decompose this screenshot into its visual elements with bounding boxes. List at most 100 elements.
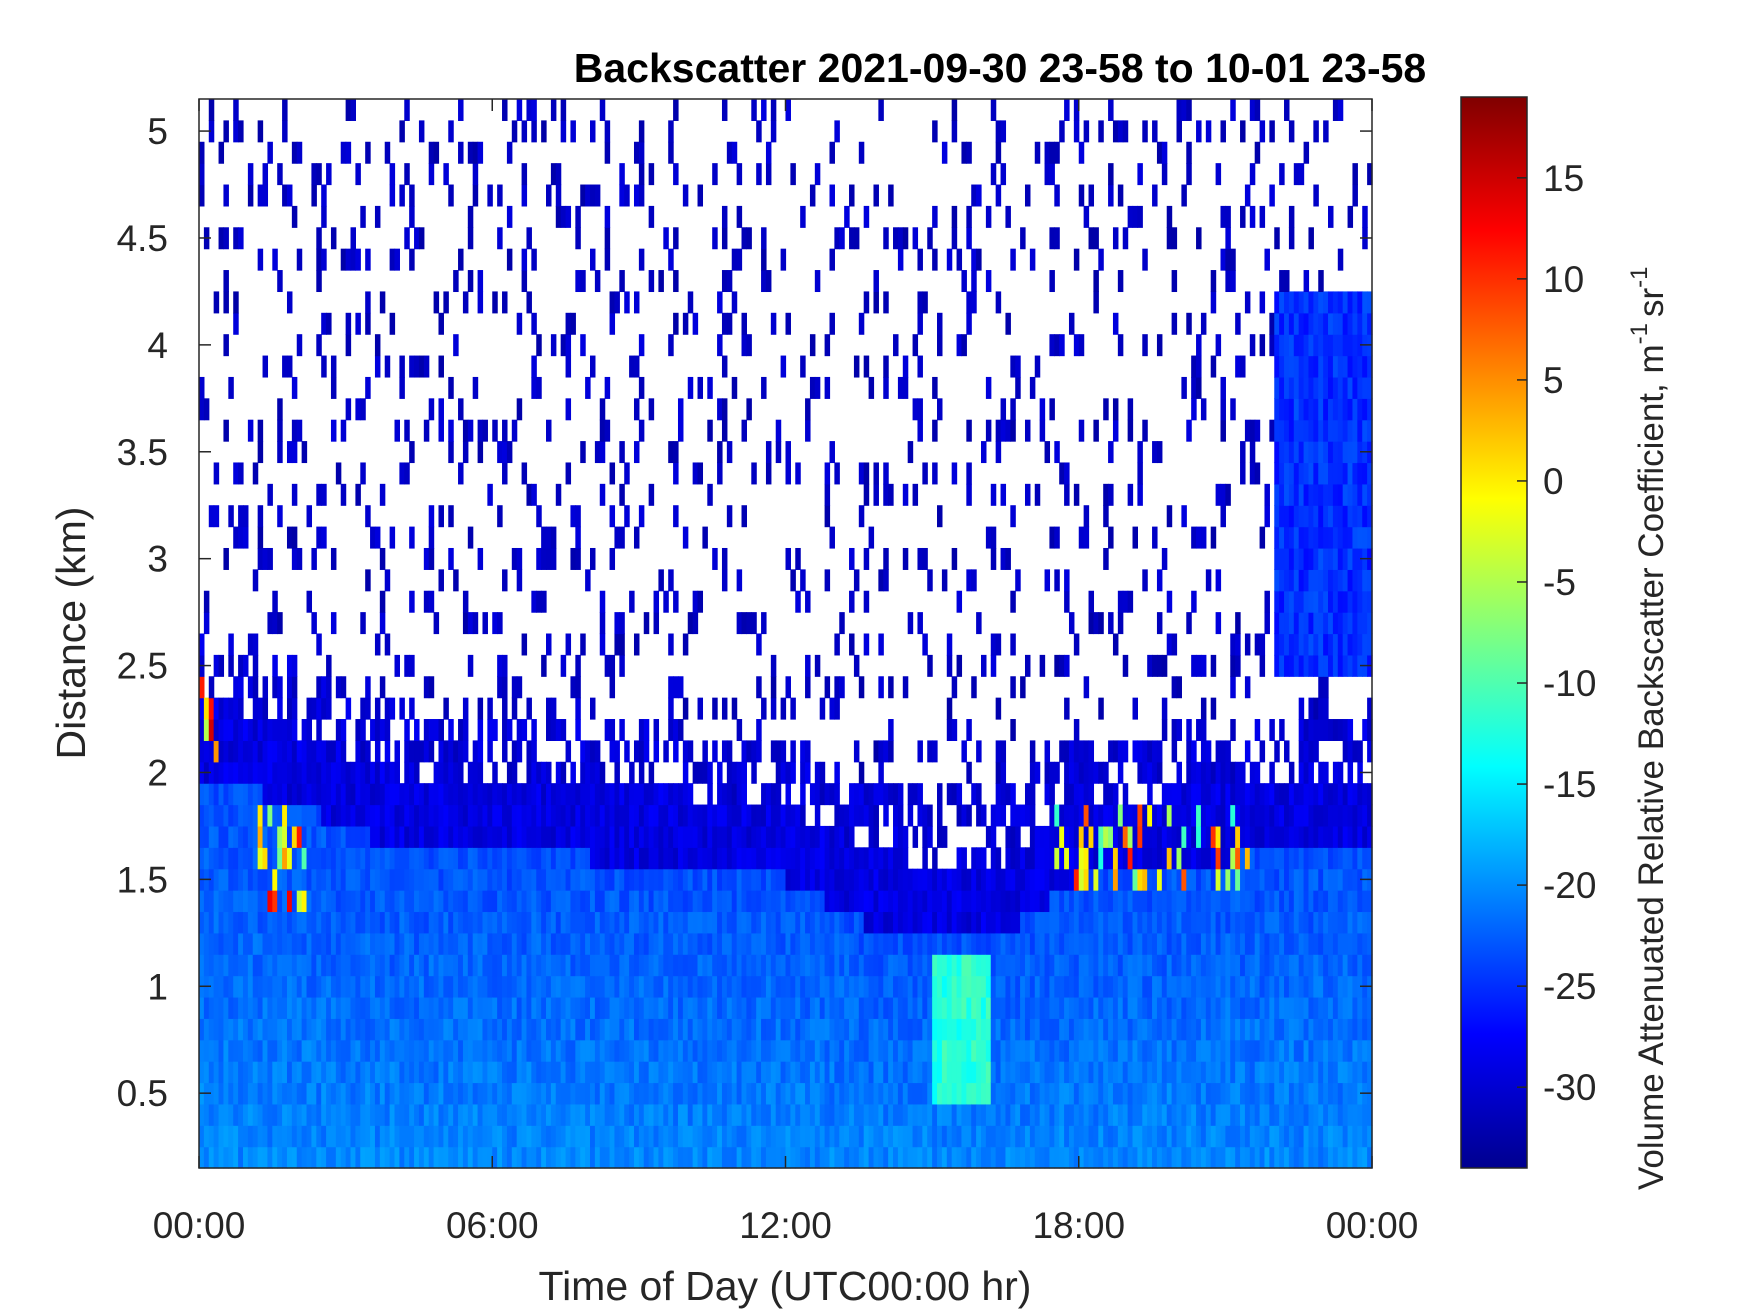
heatmap-cell [756,1103,762,1126]
heatmap-cell [985,954,992,977]
heatmap-cell [1112,911,1119,934]
heatmap-cell [458,1103,464,1126]
heatmap-cell [761,248,767,271]
heatmap-cell [330,804,337,827]
heatmap-cell [604,419,611,442]
heatmap-cell [1186,141,1192,164]
heatmap-cell [506,932,513,955]
heatmap-cell [472,376,479,399]
heatmap-cell [536,547,542,570]
heatmap-cell [238,719,244,741]
heatmap-cell [340,975,347,998]
heatmap-cell [409,954,415,977]
heatmap-cell [590,1103,596,1126]
heatmap-cell [521,1125,528,1148]
heatmap-cell [717,975,723,998]
heatmap-cell [286,441,293,464]
heatmap-cell [702,740,708,763]
heatmap-cell [1132,911,1138,934]
heatmap-cell [277,419,283,442]
heatmap-cell [1088,590,1095,613]
heatmap-cell [638,932,645,955]
heatmap-cell [252,569,259,592]
heatmap-cell [418,1125,425,1148]
heatmap-cell [247,911,254,934]
heatmap-cell [335,911,342,934]
heatmap-cell [286,932,293,955]
heatmap-cell [1034,954,1041,977]
heatmap-cell [199,184,205,207]
heatmap-cell [765,825,772,848]
heatmap-cell [550,996,557,1019]
heatmap-cell [624,804,630,827]
heatmap-cell [912,483,919,506]
heatmap-cell [814,996,821,1019]
heatmap-cell [291,441,298,464]
heatmap-cell [1005,1039,1011,1062]
heatmap-cell [345,398,352,421]
heatmap-cell [809,376,816,399]
heatmap-cell [467,761,474,784]
heatmap-cell [438,890,444,913]
heatmap-cell [1049,163,1055,186]
heatmap-cell [350,996,356,1019]
heatmap-cell [668,996,674,1019]
heatmap-cell [790,697,796,720]
heatmap-cell [238,825,244,848]
heatmap-cell [399,1061,405,1084]
heatmap-cell [536,868,542,891]
heatmap-cell [1166,1039,1173,1062]
heatmap-cell [736,954,743,977]
heatmap-cell [677,911,684,934]
heatmap-cell [560,654,567,677]
heatmap-cell [594,441,601,464]
heatmap-cell [409,590,415,613]
heatmap-cell [927,975,933,998]
heatmap-cell [1024,954,1031,977]
heatmap-cell [379,1146,386,1169]
heatmap-cell [995,1082,1002,1105]
heatmap-cell [761,1103,767,1126]
heatmap-cell [1034,355,1041,378]
heatmap-cell [1059,1125,1065,1148]
heatmap-cell [834,761,840,784]
heatmap-cell [443,783,449,806]
heatmap-cell [1112,1125,1119,1148]
heatmap-cell [575,719,581,741]
heatmap-cell [365,312,371,335]
heatmap-cell [257,804,264,827]
heatmap-cell [702,954,708,977]
heatmap-cell [897,1082,904,1105]
heatmap-cell [858,1125,865,1148]
heatmap-cell [1078,1125,1085,1148]
heatmap-cell [1181,783,1187,806]
heatmap-cell [306,975,313,998]
heatmap-cell [902,1146,909,1169]
heatmap-cell [692,954,699,977]
heatmap-cell [1098,825,1104,848]
heatmap-cell [590,248,596,271]
heatmap-cell [326,996,332,1019]
heatmap-cell [1005,1018,1011,1041]
heatmap-cell [521,890,528,913]
heatmap-cell [291,804,298,827]
heatmap-cell [321,1018,327,1041]
heatmap-cell [330,975,337,998]
heatmap-cell [218,1039,225,1062]
heatmap-cell [384,719,391,741]
heatmap-cell [1093,761,1099,784]
heatmap-cell [712,890,718,913]
heatmap-cell [1098,248,1104,271]
heatmap-cell [1010,1146,1016,1169]
heatmap-cell [546,975,552,998]
heatmap-cell [770,890,777,913]
heatmap-cell [374,1061,381,1084]
heatmap-cell [247,1082,254,1105]
heatmap-cell [790,911,796,934]
heatmap-cell [765,270,772,293]
heatmap-cell [814,890,821,913]
heatmap-cell [1122,911,1129,934]
heatmap-cell [1024,1018,1031,1041]
heatmap-cell [301,441,308,464]
heatmap-cell [291,825,298,848]
